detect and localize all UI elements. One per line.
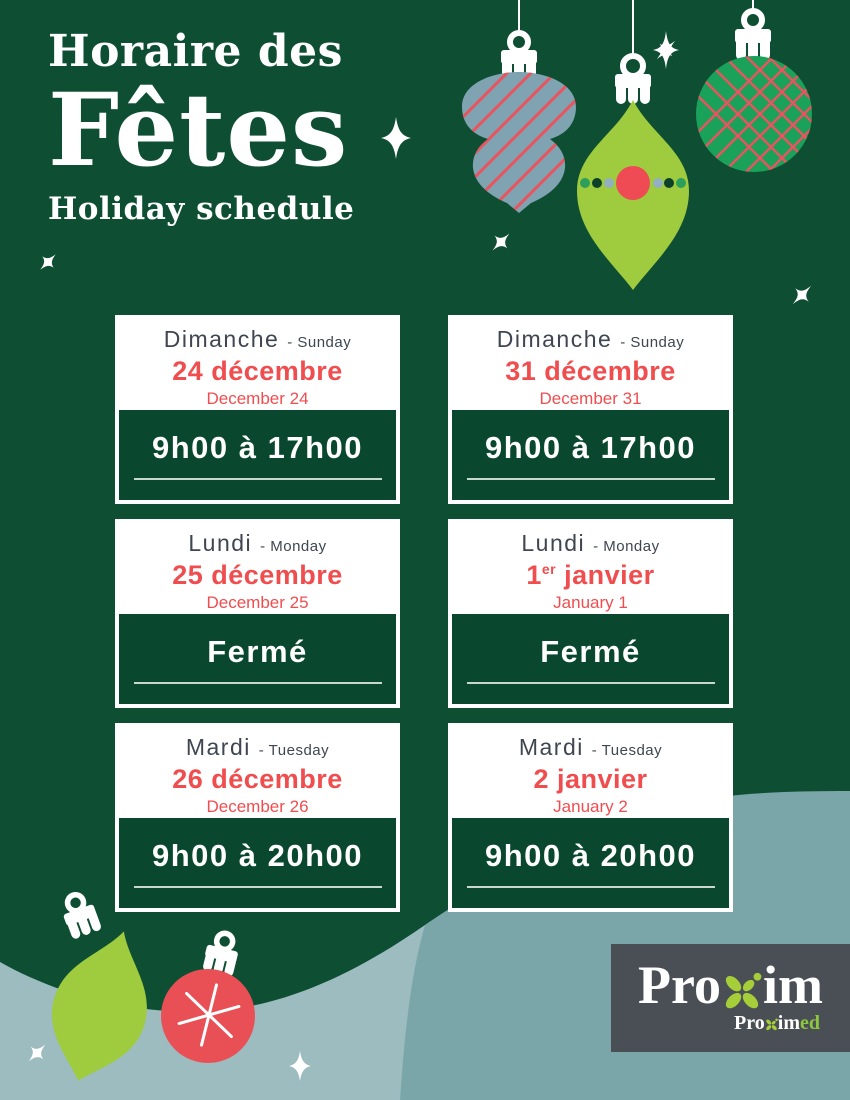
lime-drop-ornament-icon [577,53,689,290]
card-header: Mardi - Tuesday 26 décembre December 26 [115,723,400,818]
sparkle-burst-icon [653,31,679,69]
hours-box: 9h00 à 20h00 [119,818,396,908]
poster-title: Horaire des Fêtes Holiday schedule [48,30,354,225]
title-french-line2: Fêtes [48,71,349,189]
sparkle-x-icon [40,254,56,270]
hours-underline [466,682,715,684]
lime-drop-ornament-icon [51,892,147,1081]
card-header: Mardi - Tuesday 2 janvier January 2 [448,723,733,818]
day-label: Dimanche - Sunday [115,326,400,353]
date-english: January 1 [553,593,628,612]
date-french: 26 décembre [115,764,400,795]
day-english: - Sunday [620,334,685,351]
hours-underline [466,886,715,888]
date-french-text: 25 décembre [172,560,343,590]
date-french-text: 1 [526,560,542,590]
hours-box: Fermé [452,614,729,704]
date-french-rest: janvier [556,560,655,590]
date-french: 25 décembre [115,560,400,591]
date-english: December 24 [206,389,309,408]
schedule-card: Mardi - Tuesday 2 janvier January 2 9h00… [448,723,733,912]
day-label: Mardi - Tuesday [448,734,733,761]
date-french: 2 janvier [448,764,733,795]
day-french: Lundi [188,530,253,556]
date-french-text: 24 décembre [172,356,343,386]
proxim-logo: Pro im [611,958,850,1014]
day-label: Lundi - Monday [448,530,733,557]
snowflake-icon [177,983,241,1047]
date-english: December 25 [206,593,309,612]
day-french: Dimanche [163,326,280,352]
date-french: 1er janvier [448,560,733,591]
hours-box: Fermé [119,614,396,704]
hours-text: 9h00 à 20h00 [151,838,364,873]
hours-text: 9h00 à 17h00 [484,430,697,465]
hours-box: 9h00 à 20h00 [452,818,729,908]
day-english: - Tuesday [591,742,663,759]
card-header: Lundi - Monday 1er janvier January 1 [448,519,733,614]
hours-underline [133,478,382,480]
day-label: Lundi - Monday [115,530,400,557]
date-french-text: 2 janvier [533,764,648,794]
schedule-card: Mardi - Tuesday 26 décembre December 26 … [115,723,400,912]
proxim-logo-box: Pro im Pro imed [611,944,850,1052]
card-header: Lundi - Monday 25 décembre December 25 [115,519,400,614]
date-french-text: 31 décembre [505,356,676,386]
sparkle-x-icon [792,285,812,305]
sparkle-star-icon [289,1051,311,1081]
logo-text-post: im [762,955,823,1015]
proximed-x-flower-icon [766,1018,778,1031]
date-english: January 2 [553,797,628,816]
hours-box: 9h00 à 17h00 [452,410,729,500]
sub-text-pre: Pro [734,1012,765,1034]
sparkle-x-icon [492,233,510,251]
day-french: Dimanche [496,326,613,352]
date-ordinal: er [541,561,557,577]
proxim-x-flower-icon [725,972,762,1009]
day-french: Mardi [185,734,251,760]
date-french-text: 26 décembre [172,764,343,794]
hours-text: 9h00 à 17h00 [151,430,364,465]
sparkle-star-icon [381,117,411,159]
day-english: - Monday [593,538,660,555]
day-french: Mardi [518,734,584,760]
hours-text: Fermé [540,634,641,669]
sub-text-mid: im [777,1012,800,1034]
sparkle-x-icon [28,1044,46,1062]
plaid-ball-ornament-icon [696,8,812,172]
date-french: 31 décembre [448,356,733,387]
hours-underline [133,886,382,888]
schedule-card: Dimanche - Sunday 31 décembre December 3… [448,315,733,504]
hours-box: 9h00 à 17h00 [119,410,396,500]
hours-underline [466,478,715,480]
hours-text: Fermé [207,634,308,669]
day-english: - Sunday [287,334,352,351]
schedule-card: Lundi - Monday 25 décembre December 25 F… [115,519,400,708]
date-english: December 31 [539,389,642,408]
date-french: 24 décembre [115,356,400,387]
title-english: Holiday schedule [48,191,355,227]
day-label: Mardi - Tuesday [115,734,400,761]
card-header: Dimanche - Sunday 31 décembre December 3… [448,315,733,410]
card-header: Dimanche - Sunday 24 décembre December 2… [115,315,400,410]
schedule-card: Lundi - Monday 1er janvier January 1 Fer… [448,519,733,708]
red-ball-ornament-icon [161,930,255,1063]
date-english: December 26 [206,797,309,816]
logo-text-pre: Pro [638,955,721,1015]
day-label: Dimanche - Sunday [448,326,733,353]
hours-underline [133,682,382,684]
schedule-card: Dimanche - Sunday 24 décembre December 2… [115,315,400,504]
day-french: Lundi [521,530,586,556]
proximed-logo: Pro imed [734,1012,820,1035]
day-english: - Tuesday [258,742,330,759]
hours-text: 9h00 à 20h00 [484,838,697,873]
title-french-line1: Horaire des [48,26,343,77]
sub-text-ed: ed [800,1012,820,1034]
day-english: - Monday [260,538,327,555]
